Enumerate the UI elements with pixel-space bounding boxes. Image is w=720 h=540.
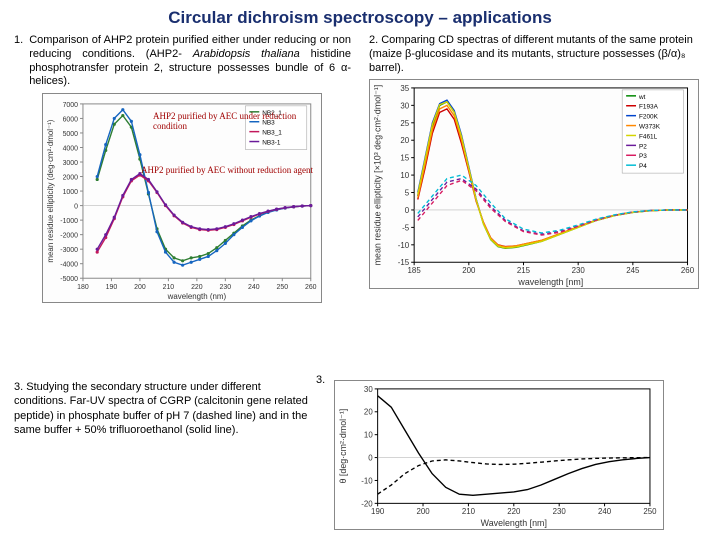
svg-text:220: 220: [191, 284, 203, 291]
left-column: 1. Comparison of AHP2 protein purified e…: [14, 34, 351, 311]
chart2-svg: 185 200 215 230 245 260 -15 -10 -5 0 5 10 15 20 25 30 35…: [370, 80, 698, 288]
svg-text:0: 0: [405, 206, 410, 215]
svg-text:10: 10: [400, 171, 409, 180]
svg-text:6000: 6000: [63, 116, 79, 123]
svg-text:190: 190: [106, 284, 118, 291]
svg-text:-1000: -1000: [60, 218, 78, 225]
right-column: 2. Comparing CD spectras of different mu…: [369, 34, 706, 311]
bottom-row: 3. Studying the secondary structure unde…: [14, 380, 706, 530]
svg-text:20: 20: [364, 408, 373, 417]
svg-text:-3000: -3000: [60, 247, 78, 254]
svg-text:F200K: F200K: [639, 114, 659, 121]
svg-text:4000: 4000: [63, 145, 79, 152]
svg-text:0: 0: [74, 204, 78, 211]
svg-text:210: 210: [462, 507, 476, 516]
svg-text:210: 210: [163, 284, 175, 291]
svg-text:W373K: W373K: [639, 124, 661, 131]
svg-text:-20: -20: [361, 499, 373, 508]
svg-text:Wavelength [nm]: Wavelength [nm]: [481, 518, 547, 528]
svg-text:P3: P3: [639, 153, 647, 160]
svg-text:mean residue ellipticity (deg·: mean residue ellipticity (deg·cm²·dmol⁻¹…: [46, 119, 55, 262]
svg-text:230: 230: [553, 507, 567, 516]
chart2-box: 185 200 215 230 245 260 -15 -10 -5 0 5 10 15 20 25 30 35…: [369, 79, 699, 289]
svg-text:190: 190: [371, 507, 385, 516]
svg-text:wt: wt: [638, 94, 646, 101]
svg-text:wavelength (nm): wavelength (nm): [167, 292, 227, 301]
svg-text:P4: P4: [639, 163, 647, 170]
svg-text:240: 240: [248, 284, 260, 291]
chart1-box: 180 190 200 210 220 230 240 250 260 -5000 -4000 -30…: [42, 93, 322, 303]
chart1-label-a: AHP2 purified by AEC under reduction con…: [153, 112, 321, 132]
svg-text:25: 25: [400, 119, 409, 128]
section2-text: 2. Comparing CD spectras of different mu…: [369, 34, 706, 75]
chart3-wrap: 3. 190200210220230240250-20-100102030Wav…: [334, 380, 664, 530]
svg-text:-5: -5: [402, 224, 410, 233]
svg-text:240: 240: [598, 507, 612, 516]
svg-text:0: 0: [368, 454, 373, 463]
svg-text:30: 30: [400, 102, 409, 111]
svg-text:mean residue ellipticity [×10³: mean residue ellipticity [×10³ deg·cm²·d…: [372, 85, 382, 266]
svg-text:35: 35: [400, 84, 409, 93]
chart3-svg: 190 200 210 220 230 240 250 -20 -10 0 10 20 30 Wavele…: [335, 381, 663, 529]
page-title: Circular dichroism spectroscopy – applic…: [0, 0, 720, 34]
svg-text:250: 250: [277, 284, 289, 291]
svg-text:-15: -15: [398, 258, 410, 267]
content-columns: 1. Comparison of AHP2 protein purified e…: [0, 34, 720, 311]
section1-number: 1.: [14, 34, 23, 89]
svg-text:P2: P2: [639, 144, 647, 151]
svg-text:-10: -10: [398, 241, 410, 250]
svg-text:200: 200: [416, 507, 430, 516]
svg-text:2000: 2000: [63, 175, 79, 182]
svg-text:NB3-1: NB3-1: [262, 140, 281, 147]
svg-text:250: 250: [643, 507, 657, 516]
svg-text:180: 180: [77, 284, 89, 291]
svg-text:20: 20: [400, 136, 409, 145]
svg-text:200: 200: [134, 284, 146, 291]
svg-text:15: 15: [400, 154, 409, 163]
svg-text:5: 5: [405, 189, 410, 198]
svg-text:230: 230: [572, 266, 586, 275]
svg-text:-2000: -2000: [60, 233, 78, 240]
svg-text:1000: 1000: [63, 189, 79, 196]
svg-text:260: 260: [681, 266, 695, 275]
svg-text:10: 10: [364, 431, 373, 440]
svg-text:wavelength [nm]: wavelength [nm]: [517, 277, 583, 287]
svg-text:200: 200: [462, 266, 476, 275]
section1-body: Comparison of AHP2 protein purified eith…: [29, 34, 351, 89]
section1-text: 1. Comparison of AHP2 protein purified e…: [14, 34, 351, 89]
svg-text:F193A: F193A: [639, 104, 659, 111]
svg-text:3000: 3000: [63, 160, 79, 167]
svg-text:θ [deg·cm²·dmol⁻¹]: θ [deg·cm²·dmol⁻¹]: [338, 409, 348, 484]
svg-text:5000: 5000: [63, 131, 79, 138]
svg-text:-5000: -5000: [60, 276, 78, 283]
svg-text:230: 230: [220, 284, 232, 291]
svg-text:215: 215: [517, 266, 531, 275]
txt-italic: Arabidopsis thaliana: [193, 48, 300, 60]
svg-text:7000: 7000: [63, 102, 79, 109]
chart3-number: 3.: [316, 374, 325, 386]
svg-text:-10: -10: [361, 476, 373, 485]
svg-text:185: 185: [408, 266, 422, 275]
svg-text:245: 245: [626, 266, 640, 275]
svg-text:30: 30: [364, 385, 373, 394]
svg-text:-4000: -4000: [60, 262, 78, 269]
chart1-label-b: AHP2 purified by AEC without reduction a…: [141, 166, 313, 176]
section3-text: 3. Studying the secondary structure unde…: [14, 380, 314, 437]
svg-text:220: 220: [507, 507, 521, 516]
svg-text:F461L: F461L: [639, 134, 658, 141]
svg-text:260: 260: [305, 284, 317, 291]
chart3-box: 190 200 210 220 230 240 250 -20 -10 0 10 20 30 Wavele…: [334, 380, 664, 530]
